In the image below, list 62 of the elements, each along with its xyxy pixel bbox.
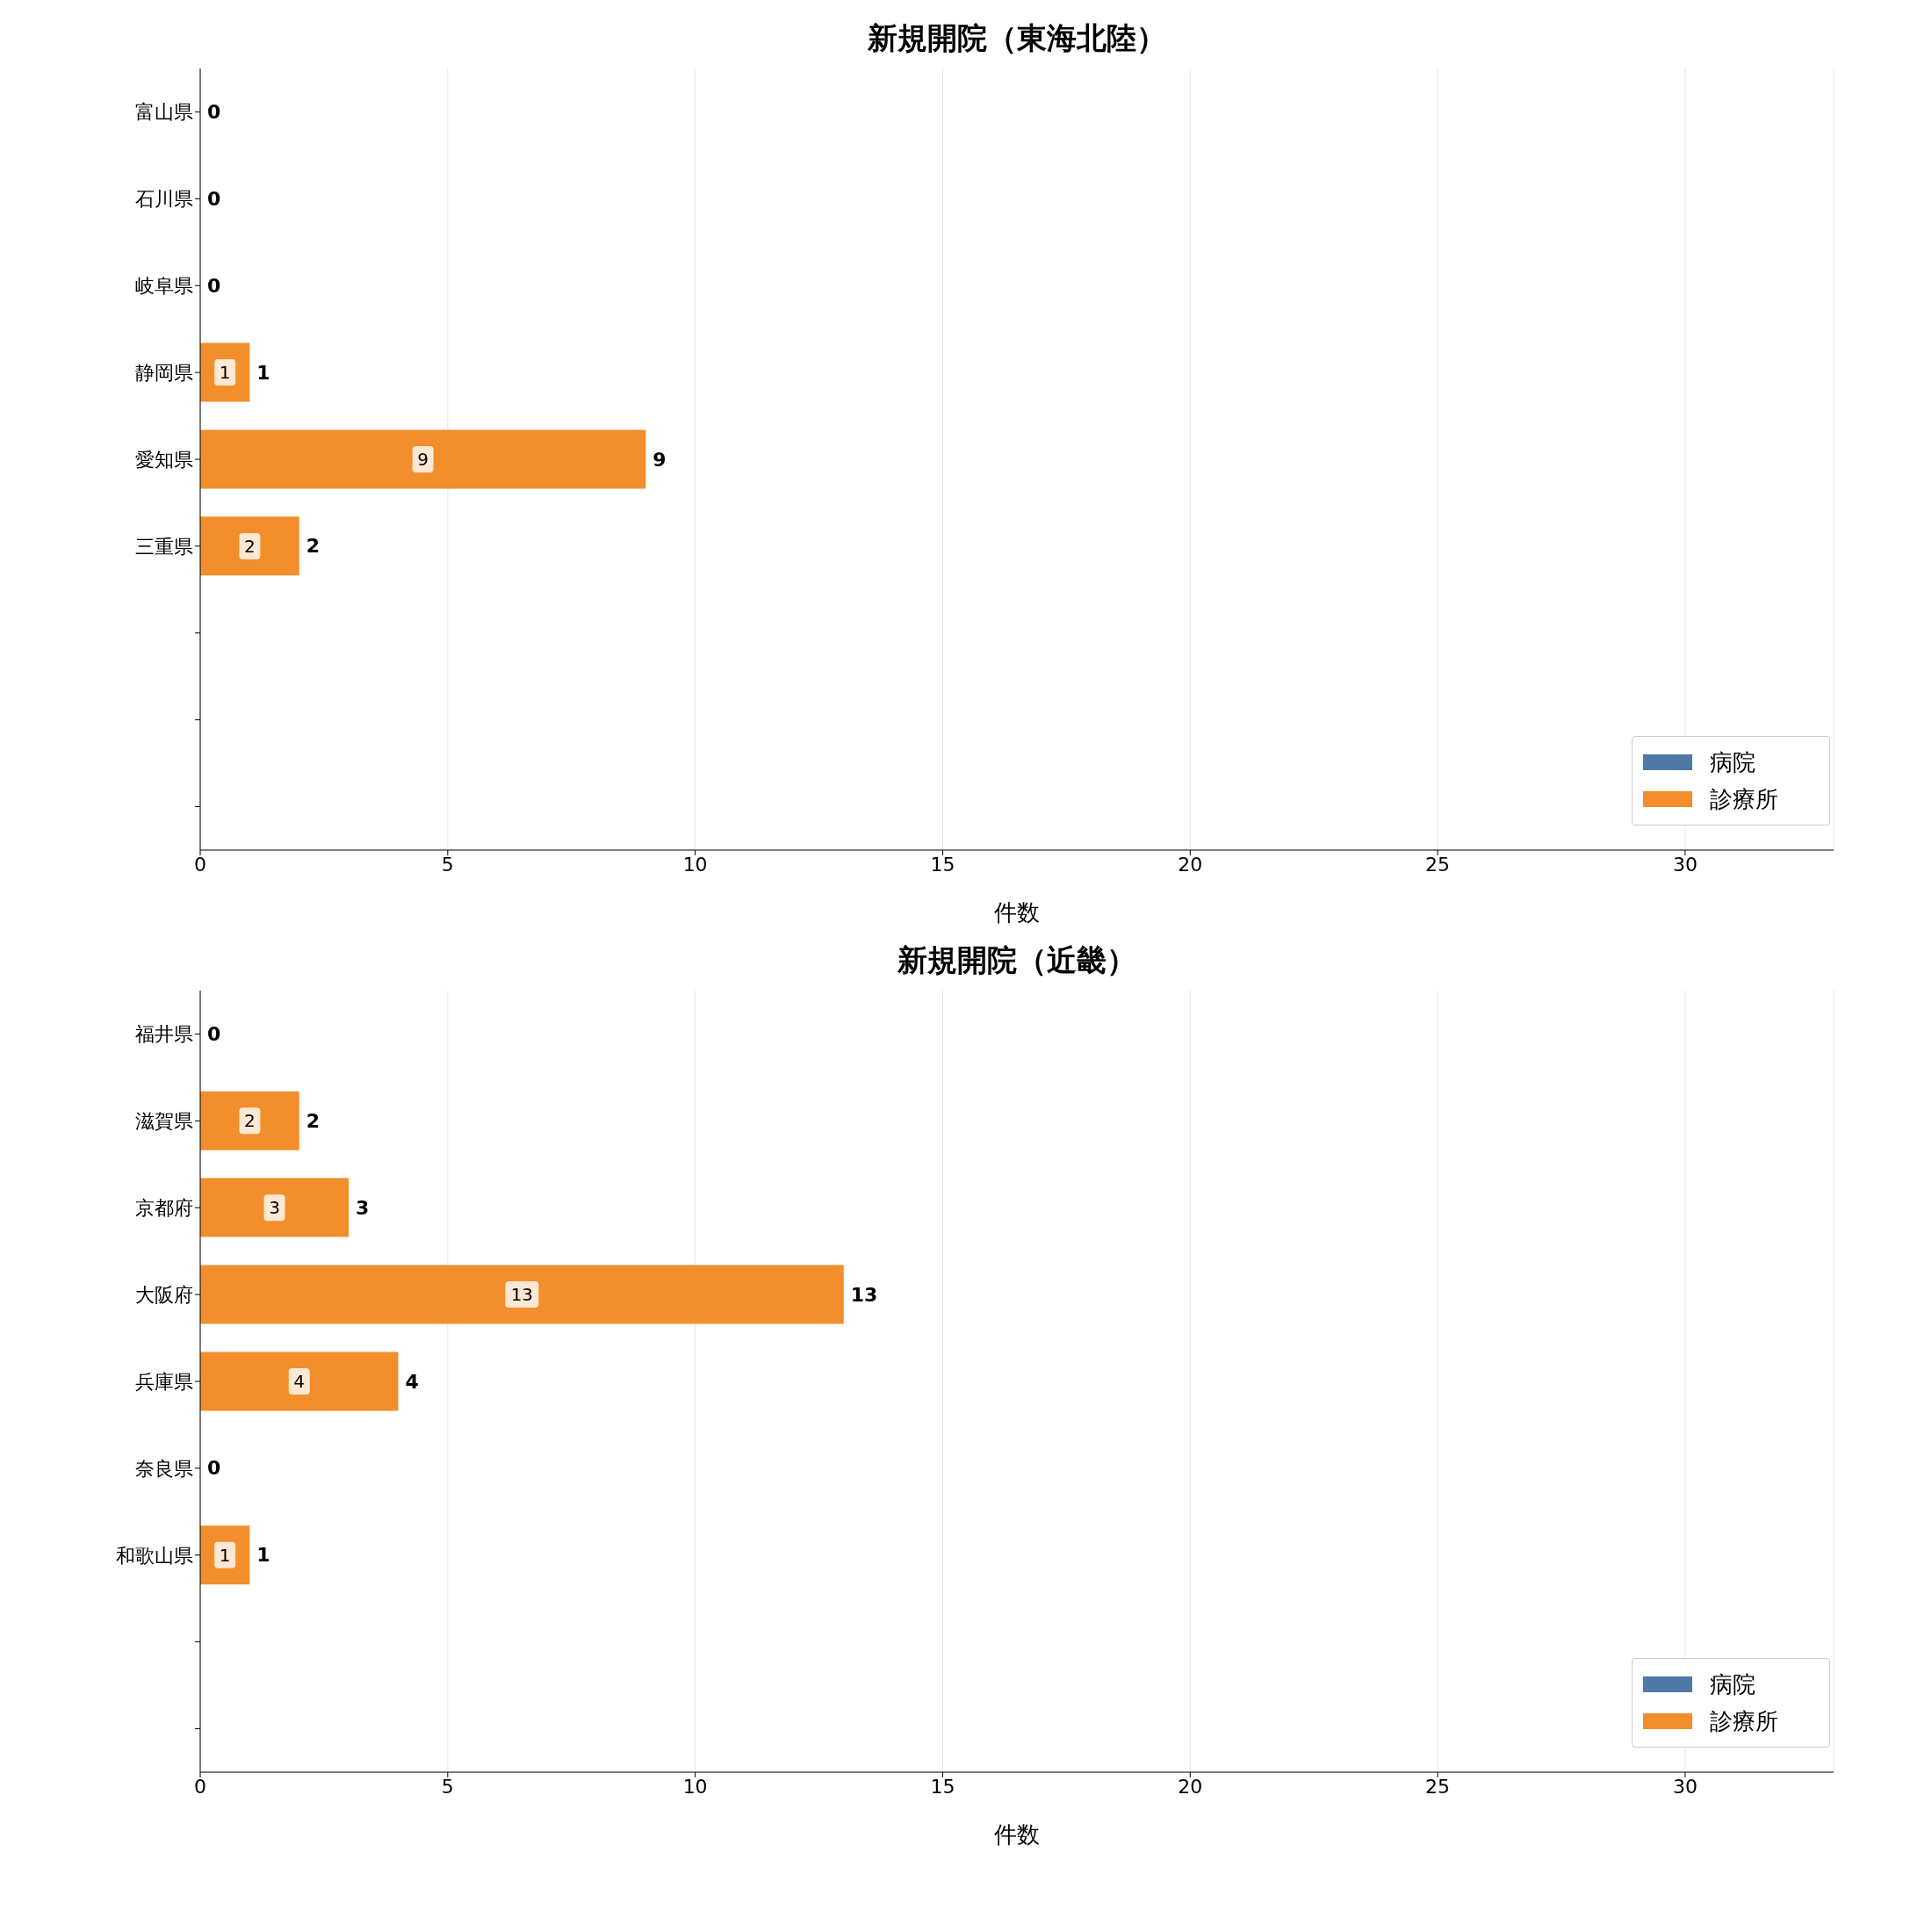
x-axis-title: 件数	[994, 899, 1040, 926]
x-tick-label: 0	[194, 853, 206, 876]
total-label: 0	[207, 274, 221, 297]
x-axis-title: 件数	[994, 1821, 1040, 1848]
total-label: 1	[256, 1544, 270, 1567]
x-tick-label: 5	[441, 1775, 454, 1798]
legend-label: 診療所	[1710, 1706, 1778, 1736]
y-tick-label: 岐阜県	[135, 275, 193, 298]
legend-label: 病院	[1710, 1669, 1755, 1699]
y-tick-label: 三重県	[135, 535, 193, 558]
data-label: 1	[219, 1544, 231, 1566]
total-label: 9	[652, 448, 667, 471]
data-label: 2	[244, 1110, 256, 1132]
total-label: 0	[207, 100, 221, 123]
chart-title: 新規開院（近畿）	[897, 941, 1137, 979]
total-label: 0	[207, 187, 221, 210]
x-tick-label: 30	[1672, 1775, 1698, 1798]
x-tick-label: 20	[1178, 853, 1203, 876]
y-tick-label: 富山県	[135, 101, 193, 124]
bar	[200, 516, 299, 576]
legend-label: 診療所	[1710, 784, 1778, 814]
x-tick-label: 15	[930, 1775, 955, 1798]
y-tick-label: 石川県	[135, 188, 193, 211]
bar	[200, 429, 646, 489]
total-label: 2	[306, 1109, 321, 1132]
y-tick-label: 和歌山県	[116, 1544, 193, 1567]
bar	[200, 1178, 350, 1237]
chart-title: 新規開院（東海北陸）	[867, 19, 1167, 57]
data-label: 9	[417, 449, 429, 470]
bar	[200, 1265, 844, 1324]
x-tick-label: 0	[194, 1775, 206, 1798]
total-label: 3	[356, 1196, 370, 1219]
bar	[200, 1091, 299, 1150]
y-tick-label: 滋賀県	[135, 1110, 193, 1133]
x-tick-label: 30	[1672, 853, 1698, 876]
y-tick-label: 愛知県	[135, 448, 193, 471]
total-label: 13	[850, 1283, 878, 1306]
y-tick-label: 奈良県	[135, 1457, 193, 1480]
data-label: 4	[293, 1371, 306, 1392]
y-tick-label: 兵庫県	[135, 1370, 193, 1393]
total-label: 2	[306, 535, 321, 558]
x-tick-label: 5	[441, 853, 454, 876]
total-label: 0	[207, 1022, 221, 1045]
x-tick-label: 10	[682, 1775, 708, 1798]
legend-label: 病院	[1710, 747, 1755, 777]
y-tick-label: 大阪府	[135, 1283, 193, 1306]
y-tick-label: 福井県	[135, 1023, 193, 1046]
x-tick-label: 20	[1178, 1775, 1203, 1798]
y-tick-label: 静岡県	[135, 361, 193, 384]
x-tick-label: 10	[682, 853, 708, 876]
x-tick-label: 25	[1425, 1775, 1451, 1798]
bar	[200, 1352, 399, 1411]
total-label: 1	[256, 361, 270, 384]
data-label: 2	[244, 535, 256, 557]
total-label: 0	[207, 1457, 221, 1480]
data-label: 13	[510, 1284, 534, 1306]
total-label: 4	[405, 1370, 419, 1393]
x-tick-label: 15	[930, 853, 955, 876]
data-label: 1	[219, 362, 231, 384]
y-tick-label: 京都府	[135, 1197, 193, 1220]
data-label: 3	[269, 1197, 280, 1219]
x-tick-label: 25	[1425, 853, 1451, 876]
